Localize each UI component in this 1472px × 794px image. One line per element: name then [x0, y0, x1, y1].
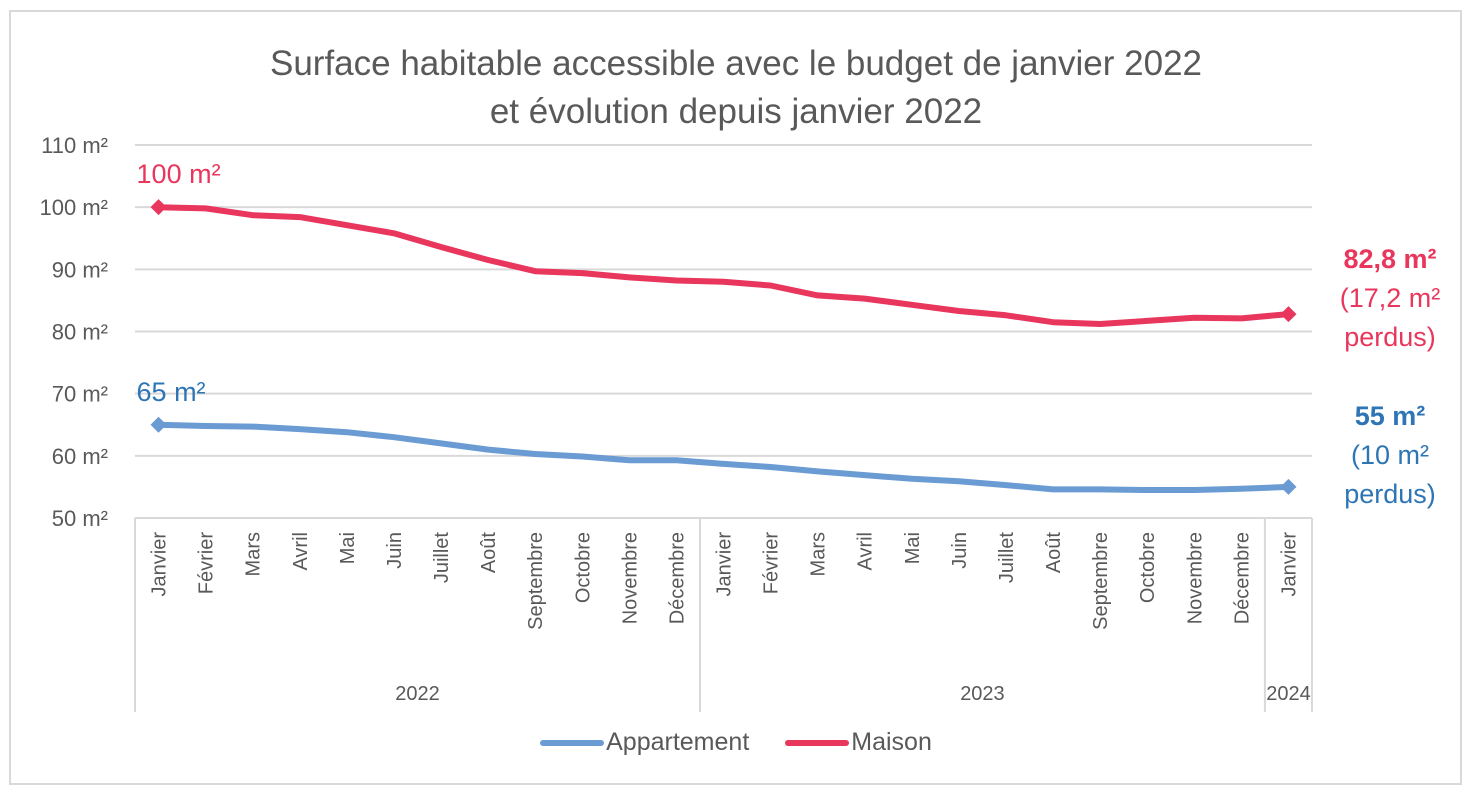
- chart-title-line-1: Surface habitable accessible avec le bud…: [269, 44, 1202, 83]
- end-label-appartement: (10 m²: [1351, 440, 1429, 470]
- chart-title: Surface habitable accessible avec le bud…: [0, 40, 1472, 136]
- chart-title-line-2: et évolution depuis janvier 2022: [489, 92, 983, 131]
- x-tick-label: Avril: [855, 532, 877, 571]
- end-label-maison: perdus): [1344, 322, 1436, 352]
- chart-frame: [9, 10, 1462, 785]
- y-axis: 110 m² 100 m² 90 m² 80 m² 70 m² 60 m² 50 m²: [40, 133, 108, 531]
- x-tick-label: Avril: [290, 532, 312, 571]
- data-labels: 65 m² 55 m² (10 m² perdus) 100 m² 82,8 m² (17,…: [137, 159, 1441, 509]
- x-tick-label: Juillet: [431, 532, 453, 584]
- y-tick-label: 110 m²: [41, 133, 108, 158]
- x-tick-label: Septembre: [1090, 532, 1112, 630]
- legend-item-maison[interactable]: Maison: [785, 728, 932, 757]
- x-tick-label: Mars: [808, 532, 830, 576]
- y-tick-label: 80 m²: [52, 320, 108, 345]
- year-label: 2024: [1266, 683, 1311, 705]
- x-tick-label: Septembre: [525, 532, 547, 630]
- x-tick-label: Novembre: [619, 532, 641, 624]
- x-axis: 2022 2023 2024 Janvier Février Mars Avril Mai Ju…: [134, 517, 1313, 712]
- data-point-marker-maison: [1280, 306, 1297, 323]
- x-tick-label: Octobre: [1137, 532, 1159, 603]
- x-tick-label: Octobre: [572, 532, 594, 603]
- y-tick-label: 50 m²: [52, 506, 108, 531]
- gridlines: [135, 144, 1312, 457]
- start-label-maison: 100 m²: [137, 159, 221, 189]
- legend-label-appartement: Appartement: [606, 728, 750, 756]
- x-tick-label: Novembre: [1184, 532, 1206, 624]
- data-point-marker-maison: [150, 199, 167, 216]
- end-label-maison: 82,8 m²: [1343, 244, 1436, 274]
- x-tick-label: Janvier: [714, 532, 736, 597]
- y-tick-label: 60 m²: [52, 444, 108, 469]
- x-tick-label: Mai: [337, 532, 359, 564]
- x-tick-label: Décembre: [666, 532, 688, 624]
- y-tick-label: 90 m²: [52, 257, 108, 282]
- start-label-appartement: 65 m²: [137, 377, 206, 407]
- legend-label-maison: Maison: [851, 728, 932, 756]
- year-label: 2022: [395, 683, 440, 705]
- x-tick-label: Janvier: [1278, 532, 1300, 597]
- end-label-appartement: 55 m²: [1355, 401, 1426, 431]
- year-label: 2023: [960, 683, 1005, 705]
- series-line-appartement: [155, 421, 1292, 493]
- legend-swatch-appartement: [540, 739, 605, 746]
- data-point-marker-appartement: [150, 416, 167, 433]
- x-tick-label: Février: [761, 532, 783, 595]
- x-tick-label: Août: [1043, 532, 1065, 574]
- series-line-maison: [155, 204, 1292, 327]
- legend-swatch-maison: [785, 739, 850, 746]
- legend: Appartement Maison: [0, 728, 1472, 757]
- end-label-appartement: perdus): [1344, 479, 1436, 509]
- x-tick-label: Août: [478, 532, 500, 574]
- y-tick-label: 70 m²: [52, 382, 108, 407]
- x-tick-label: Février: [196, 532, 218, 595]
- x-tick-label: Janvier: [149, 532, 171, 597]
- y-tick-label: 100 m²: [40, 195, 108, 220]
- x-tick-label: Mai: [902, 532, 924, 564]
- x-tick-label: Juin: [384, 532, 406, 569]
- series-lines: [150, 199, 1297, 495]
- x-tick-label: Juillet: [996, 532, 1018, 584]
- end-label-maison: (17,2 m²: [1340, 283, 1441, 313]
- x-tick-label: Décembre: [1231, 532, 1253, 624]
- legend-item-appartement[interactable]: Appartement: [540, 728, 749, 757]
- x-tick-label: Mars: [243, 532, 265, 576]
- data-point-marker-appartement: [1280, 478, 1297, 495]
- x-tick-label: Juin: [949, 532, 971, 569]
